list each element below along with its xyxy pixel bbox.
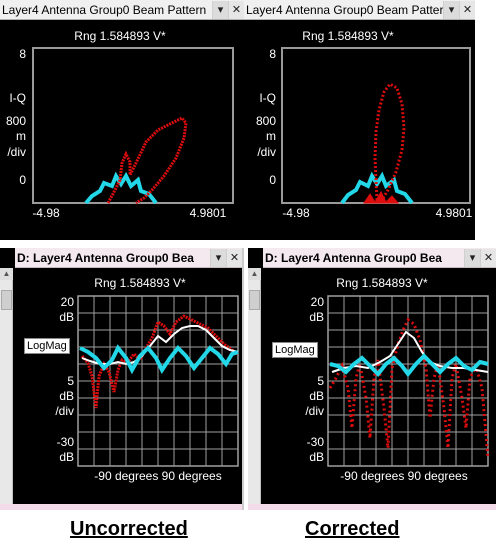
x-tick: 4.9801	[190, 206, 227, 220]
caption-uncorrected: Uncorrected	[70, 518, 188, 540]
panel-titlebar[interactable]: D: Layer4 Antenna Group0 Bea ▾ ✕	[263, 248, 496, 268]
red-pattern-trace	[106, 116, 188, 205]
cyan-trace	[329, 353, 489, 378]
scroll-up-icon[interactable]: ▲	[0, 268, 13, 280]
x-axis-label: -90 degrees 90 degrees	[340, 469, 467, 483]
scroll-thumb[interactable]	[249, 290, 260, 310]
dropdown-icon[interactable]: ▾	[210, 248, 226, 267]
y-tick: 8	[269, 47, 276, 61]
vertical-scrollbar[interactable]: ▲	[0, 268, 13, 504]
y-tick: /div	[257, 145, 276, 159]
x-tick: 4.9801	[436, 206, 473, 220]
scroll-thumb[interactable]	[1, 290, 12, 310]
close-icon[interactable]: ✕	[459, 0, 475, 19]
y-tick: dB	[59, 310, 74, 324]
close-icon[interactable]: ✕	[480, 248, 496, 267]
y-tick: m	[16, 129, 26, 143]
range-label: Rng 1.584893 V*	[336, 276, 428, 290]
panel-titlebar[interactable]: D: Layer4 Antenna Group0 Bea ▾ ✕	[15, 248, 242, 268]
x-axis-label: -90 degrees 90 degrees	[94, 469, 221, 483]
logmag-plot-uncorrected: Rng 1.584893 V* 20 dB 5 dB /div -30 dB -…	[55, 276, 239, 483]
logmag-format-label[interactable]: LogMag	[272, 342, 318, 358]
y-tick: 8	[19, 47, 26, 61]
y-tick: 5	[317, 374, 324, 388]
cyan-pattern-trace	[340, 171, 414, 205]
range-label: Rng 1.584893 V*	[94, 276, 186, 290]
dropdown-icon[interactable]: ▾	[212, 0, 228, 19]
red-trace	[328, 317, 490, 459]
panel-top-right: Layer4 Antenna Group0 Beam Pattern ▾ ✕ R…	[244, 0, 475, 240]
white-trace	[81, 325, 239, 366]
panel-titlebar[interactable]: Layer4 Antenna Group0 Beam Pattern ▾ ✕	[244, 0, 475, 20]
y-tick: 0	[19, 173, 26, 187]
y-tick: dB	[59, 450, 74, 464]
caption-corrected: Corrected	[305, 518, 400, 540]
y-tick: I-Q	[9, 91, 26, 105]
x-tick: -4.98	[32, 206, 60, 220]
polar-plot-uncorrected: Rng 1.584893 V* 8 I-Q 800 m /div 0 -4.98…	[6, 29, 234, 220]
red-sidelobes	[363, 190, 400, 204]
cyan-pattern-trace	[84, 171, 158, 205]
y-tick: m	[266, 129, 276, 143]
y-tick: 800	[256, 114, 276, 128]
range-label: Rng 1.584893 V*	[302, 29, 394, 43]
panel-bottom-left: ▲ D: Layer4 Antenna Group0 Bea ▾ ✕ Rng 1…	[0, 248, 244, 510]
panel-top-left: Layer4 Antenna Group0 Beam Pattern ▾ ✕ R…	[0, 0, 244, 240]
polar-plot-corrected: Rng 1.584893 V* 8 I-Q 800 m /div 0 -4.98…	[256, 29, 473, 220]
y-tick: 5	[67, 374, 74, 388]
panel-title: Layer4 Antenna Group0 Beam Pattern	[246, 2, 443, 17]
panel-status-bar	[0, 504, 242, 510]
close-icon[interactable]: ✕	[226, 248, 242, 267]
y-tick: 20	[311, 295, 325, 309]
y-tick: dB	[309, 310, 324, 324]
y-tick: /div	[7, 145, 26, 159]
y-tick: -30	[57, 435, 75, 449]
vertical-scrollbar[interactable]: ▲	[248, 268, 261, 504]
y-tick: I-Q	[259, 91, 276, 105]
panel-bottom-right: ▲ D: Layer4 Antenna Group0 Bea ▾ ✕ Rng 1…	[248, 248, 496, 510]
y-tick: /div	[55, 404, 74, 418]
y-tick: 20	[61, 295, 75, 309]
grid	[77, 295, 239, 467]
panel-status-bar	[248, 504, 496, 510]
y-tick: dB	[309, 389, 324, 403]
logmag-format-label[interactable]: LogMag	[24, 338, 70, 354]
y-tick: dB	[309, 450, 324, 464]
panel-titlebar[interactable]: Layer4 Antenna Group0 Beam Pattern ▾ ✕	[0, 0, 244, 20]
logmag-plot-corrected: Rng 1.584893 V* 20 dB 5 dB /div -30 dB -…	[305, 276, 490, 483]
plot-frame	[32, 47, 234, 204]
white-trace	[331, 330, 489, 373]
close-icon[interactable]: ✕	[228, 0, 244, 19]
y-tick: 800	[6, 114, 26, 128]
panel-title: D: Layer4 Antenna Group0 Bea	[17, 250, 194, 265]
y-tick: 0	[269, 173, 276, 187]
x-tick: -4.98	[282, 206, 310, 220]
panel-title: Layer4 Antenna Group0 Beam Pattern	[2, 2, 207, 17]
y-tick: /div	[305, 404, 324, 418]
panel-title: D: Layer4 Antenna Group0 Bea	[265, 250, 442, 265]
dropdown-icon[interactable]: ▾	[443, 0, 459, 19]
cyan-trace	[79, 344, 239, 375]
dropdown-icon[interactable]: ▾	[464, 248, 480, 267]
red-pattern-trace	[373, 82, 406, 201]
scroll-up-icon[interactable]: ▲	[248, 268, 261, 280]
y-tick: dB	[59, 389, 74, 403]
y-tick: -30	[307, 435, 325, 449]
range-label: Rng 1.584893 V*	[74, 29, 166, 43]
